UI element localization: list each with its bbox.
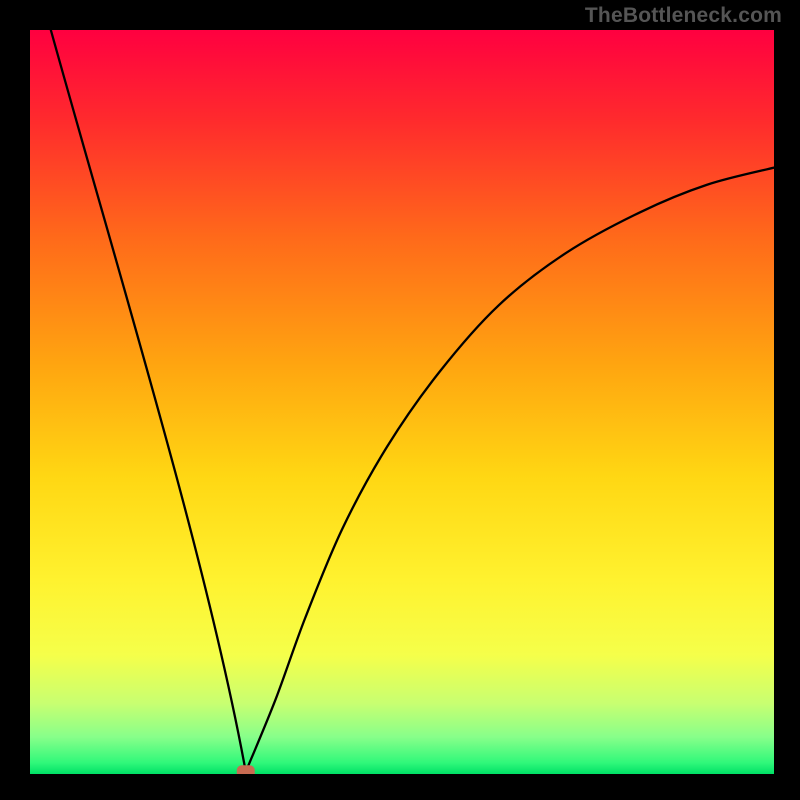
chart-container: TheBottleneck.com (0, 0, 800, 800)
bottleneck-chart (0, 0, 800, 800)
plot-background (30, 30, 774, 774)
watermark-text: TheBottleneck.com (585, 4, 782, 28)
